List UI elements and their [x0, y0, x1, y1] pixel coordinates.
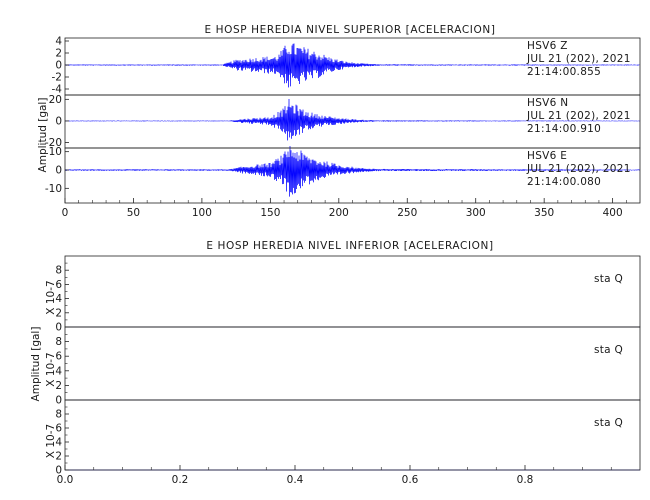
x-tick-label: 100: [192, 207, 212, 219]
lower-y-axis-label: Amplitud [gal]: [30, 327, 42, 402]
y-tick-label: 2: [55, 451, 62, 463]
y-tick-label: 0: [55, 115, 62, 127]
lower-chart-title: E HOSP HEREDIA NIVEL INFERIOR [ACELERACI…: [206, 240, 493, 252]
y-tick-label: 2: [55, 307, 62, 319]
x-tick-label: 0.4: [287, 474, 304, 486]
y-tick-label: 0: [55, 60, 62, 72]
y-tick-label: -4: [52, 84, 63, 96]
station-label: HSV6 Z: [527, 40, 568, 52]
x-tick-label: 250: [397, 207, 417, 219]
x-tick-label: 200: [329, 207, 349, 219]
y-tick-label: 10: [49, 146, 62, 158]
y-tick-label: -10: [45, 183, 62, 195]
y-tick-label: 2: [55, 380, 62, 392]
x-tick-label: 150: [260, 207, 280, 219]
y-tick-label: 4: [55, 293, 62, 305]
record-date: JUL 21 (202), 2021: [526, 163, 631, 175]
x-tick-label: 50: [127, 207, 140, 219]
x-tick-label: 0: [62, 207, 69, 219]
x-tick-label: 0.0: [57, 474, 74, 486]
waveform-E: [64, 146, 641, 197]
upper-y-axis-label: Amplitud [gal]: [37, 98, 49, 173]
y-tick-label: 0: [55, 465, 62, 477]
record-time: 21:14:00.910: [527, 123, 601, 135]
record-time: 21:14:00.855: [527, 66, 601, 78]
scale-factor-label: X 10-7: [45, 352, 57, 386]
record-date: JUL 21 (202), 2021: [526, 53, 631, 65]
scale-factor-label: X 10-7: [45, 280, 57, 314]
y-tick-label: 6: [55, 351, 62, 363]
y-tick-label: -20: [45, 137, 62, 149]
waveform-N: [64, 98, 641, 141]
lower-chart: 8 6 4 2 0 X 10-7 sta Q 8 6 4 2 0 X 10-7 sta Q 8 6 4 2 0 X 1…: [45, 255, 641, 486]
x-tick-label: 0.6: [402, 474, 419, 486]
y-tick-label: 0: [55, 322, 62, 334]
y-tick-label: 2: [55, 48, 62, 60]
y-tick-label: 4: [55, 365, 62, 377]
y-tick-label: 20: [49, 94, 62, 106]
x-tick-label: 0.8: [517, 474, 534, 486]
y-tick-label: 8: [55, 409, 62, 421]
x-tick-label: 0.2: [172, 474, 189, 486]
upper-chart-title: E HOSP HEREDIA NIVEL SUPERIOR [ACELERACI…: [204, 24, 495, 36]
x-tick-label: 300: [466, 207, 486, 219]
y-tick-label: 8: [55, 265, 62, 277]
y-tick-label: 0: [55, 395, 62, 407]
station-label: sta Q: [594, 344, 623, 356]
x-tick-label: 350: [534, 207, 554, 219]
station-label: sta Q: [594, 417, 623, 429]
y-tick-label: 0: [55, 165, 62, 177]
waveform-Z: [64, 43, 641, 88]
station-label: HSV6 N: [527, 97, 568, 109]
station-label: HSV6 E: [527, 150, 567, 162]
y-tick-label: 6: [55, 423, 62, 435]
y-tick-label: 4: [55, 36, 62, 48]
y-tick-label: 6: [55, 279, 62, 291]
station-label: sta Q: [594, 273, 623, 285]
y-tick-label: 8: [55, 336, 62, 348]
x-tick-label: 400: [603, 207, 623, 219]
record-time: 21:14:00.080: [527, 176, 601, 188]
record-date: JUL 21 (202), 2021: [526, 110, 631, 122]
scale-factor-label: X 10-7: [45, 424, 57, 458]
y-tick-label: 4: [55, 437, 62, 449]
y-tick-label: -2: [52, 72, 62, 84]
